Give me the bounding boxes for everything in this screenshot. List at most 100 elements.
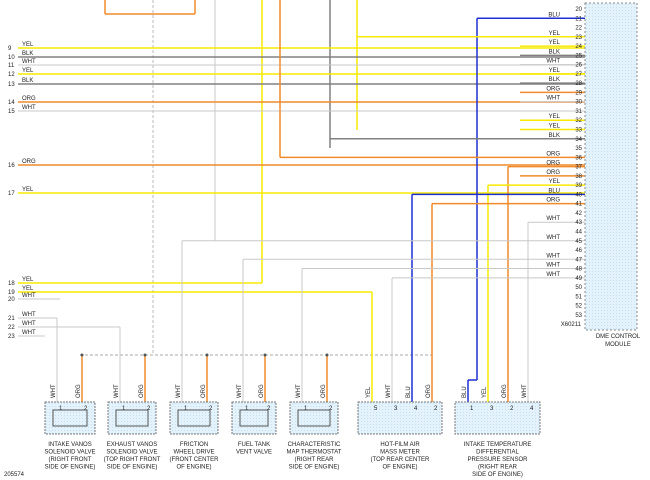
module-label: MODULE bbox=[605, 342, 631, 348]
pin-number: 28 bbox=[575, 81, 582, 87]
component-label: OF ENGINE) bbox=[382, 465, 417, 471]
component-label: SIDE OF ENGINE) bbox=[45, 465, 96, 471]
pin-number: 19 bbox=[8, 290, 15, 296]
pin-number: 37 bbox=[575, 165, 582, 171]
pin-number: 40 bbox=[575, 192, 582, 198]
component-label: CHARACTERISTIC bbox=[288, 442, 341, 448]
pin-number: 24 bbox=[575, 44, 582, 50]
pin-wire-color: WHT bbox=[176, 384, 182, 398]
pin-number: 36 bbox=[575, 155, 582, 161]
pin-number: 42 bbox=[575, 211, 582, 217]
component-label: SIDE OF ENGINE) bbox=[289, 465, 340, 471]
wire-color: ORG bbox=[22, 159, 36, 165]
component-label: PRESSURE SENSOR bbox=[467, 457, 528, 463]
wire-color: YEL bbox=[549, 68, 561, 74]
wire-color: BLK bbox=[549, 77, 560, 83]
splice-dot bbox=[263, 353, 267, 357]
component-label: VENT VALVE bbox=[236, 450, 272, 456]
pin-number: 39 bbox=[575, 183, 582, 189]
component-label: (TOP REAR CENTER bbox=[371, 457, 430, 463]
splice-dot bbox=[143, 353, 147, 357]
pin-number: 14 bbox=[8, 100, 15, 106]
splice-dot bbox=[80, 353, 84, 357]
pin-wire-color: WHT bbox=[386, 384, 392, 398]
pin-wire-color: BLU bbox=[462, 386, 468, 398]
pin-number: 2 bbox=[147, 406, 151, 412]
pin-number: 9 bbox=[8, 46, 12, 52]
component-symbol bbox=[52, 409, 88, 427]
pin-number: 18 bbox=[8, 281, 15, 287]
pin-number: 11 bbox=[8, 63, 15, 69]
wire-color: YEL bbox=[22, 187, 34, 193]
pin-number: 44 bbox=[575, 229, 582, 235]
pin-number: 25 bbox=[575, 53, 582, 59]
pin-number: 1 bbox=[122, 406, 126, 412]
pin-wire-color: WHT bbox=[522, 384, 528, 398]
pin-number: 2 bbox=[209, 406, 213, 412]
dme-module-box bbox=[584, 2, 638, 331]
pin-number: 15 bbox=[8, 109, 15, 115]
pin-number: 1 bbox=[304, 406, 308, 412]
component-label: (RIGHT REAR bbox=[478, 465, 518, 471]
component-label: SOLENOID VALVE bbox=[44, 450, 95, 456]
wire-color: BLK bbox=[549, 49, 560, 55]
component-label: SIDE OF ENGINE) bbox=[107, 465, 158, 471]
wire-color: WHT bbox=[546, 253, 560, 259]
pin-wire-color: YEL bbox=[366, 386, 372, 398]
wire-color: YEL bbox=[22, 42, 34, 48]
pin-wire-color: WHT bbox=[237, 384, 243, 398]
pin-number: 22 bbox=[575, 26, 582, 32]
pin-number: 21 bbox=[575, 16, 582, 22]
pin-number: 32 bbox=[575, 118, 582, 124]
pin-number: 2 bbox=[267, 406, 271, 412]
wire-color: YEL bbox=[549, 31, 561, 37]
wire-color: WHT bbox=[546, 59, 560, 65]
component-label: OF ENGINE) bbox=[176, 465, 211, 471]
wire-color: WHT bbox=[22, 330, 36, 336]
figure-id: 205574 bbox=[4, 472, 25, 478]
component-label: (FRONT CENTER bbox=[170, 457, 220, 463]
component-label: WHEEL DRIVE bbox=[173, 450, 214, 456]
component-box bbox=[454, 401, 541, 435]
wire-color: YEL bbox=[22, 68, 34, 74]
wire-color: YEL bbox=[22, 277, 34, 283]
pin-number: 53 bbox=[575, 313, 582, 319]
pin-number: 43 bbox=[575, 220, 582, 226]
component-label: MASS METER bbox=[380, 450, 420, 456]
component-symbol bbox=[115, 409, 149, 427]
pin-number: 1 bbox=[470, 406, 474, 412]
splice-dot bbox=[205, 353, 209, 357]
wire-color: ORG bbox=[546, 86, 560, 92]
pin-number: 29 bbox=[575, 90, 582, 96]
component-label: EXHAUST VANOS bbox=[107, 442, 157, 448]
pin-number: 45 bbox=[575, 239, 582, 245]
component-label: HOT-FILM AIR bbox=[380, 442, 420, 448]
component-label: (RIGHT REAR bbox=[295, 457, 335, 463]
component-box bbox=[231, 401, 277, 435]
pin-number: 1 bbox=[59, 406, 63, 412]
pin-number: 50 bbox=[575, 285, 582, 291]
component-label: (TOP RIGHT FRONT bbox=[104, 457, 161, 463]
pin-number: 21 bbox=[8, 316, 15, 322]
component-label: MAP THERMOSTAT bbox=[287, 450, 342, 456]
pin-number: 38 bbox=[575, 174, 582, 180]
pin-wire-color: ORG bbox=[201, 384, 207, 398]
wire-color: ORG bbox=[546, 198, 560, 204]
pin-number: 33 bbox=[575, 128, 582, 134]
pin-wire-color: BLU bbox=[406, 386, 412, 398]
pin-wire-color: WHT bbox=[51, 384, 57, 398]
module-label: DME CONTROL bbox=[596, 334, 641, 340]
component-label: INTAKE TEMPERATURE bbox=[464, 442, 532, 448]
wire-color: WHT bbox=[22, 293, 36, 299]
pin-number: 2 bbox=[329, 406, 333, 412]
component-label: (RIGHT FRONT bbox=[49, 457, 92, 463]
pin-wire-color: ORG bbox=[139, 384, 145, 398]
wire-color: ORG bbox=[546, 151, 560, 157]
wire-color: WHT bbox=[22, 105, 36, 111]
wire-color: BLK bbox=[22, 51, 33, 57]
component-label: FRICTION bbox=[180, 442, 208, 448]
pin-number: 17 bbox=[8, 191, 15, 197]
wire-color: WHT bbox=[546, 96, 560, 102]
pin-number: 20 bbox=[575, 7, 582, 13]
